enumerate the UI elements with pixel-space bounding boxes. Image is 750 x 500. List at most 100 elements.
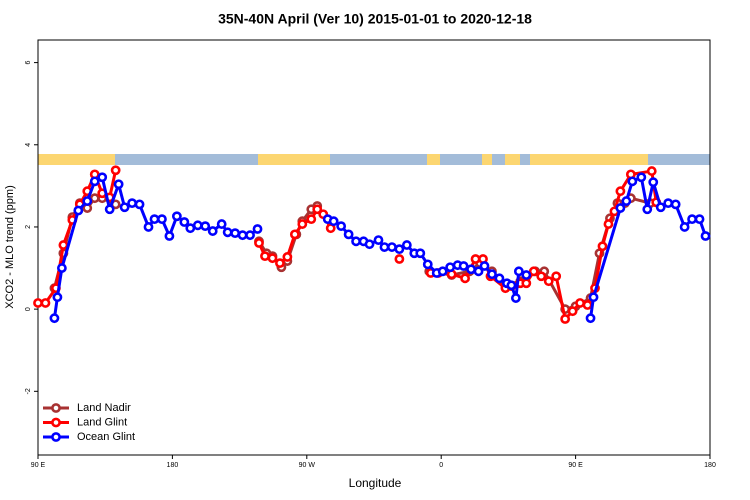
point: [670, 199, 681, 210]
point: [694, 214, 705, 225]
point: [58, 240, 69, 250]
point: [306, 214, 317, 225]
point: [56, 263, 67, 273]
legend-marker: [51, 417, 61, 428]
point: [52, 292, 63, 303]
point: [445, 262, 456, 273]
point: [551, 271, 562, 282]
point: [336, 221, 347, 232]
point: [143, 222, 154, 232]
point: [521, 270, 532, 280]
point: [373, 235, 384, 246]
y-tick-label: 2: [25, 225, 32, 229]
surface-strip: [38, 154, 710, 165]
point: [222, 227, 233, 238]
point: [171, 211, 182, 222]
point: [422, 259, 433, 270]
point: [663, 198, 674, 209]
point: [297, 219, 308, 229]
x-tick-label: 0: [439, 462, 443, 469]
point: [89, 193, 100, 204]
point: [149, 214, 160, 225]
point: [192, 220, 203, 231]
point: [164, 231, 175, 241]
point: [200, 221, 211, 232]
point: [513, 266, 524, 277]
series-line: [38, 169, 658, 321]
y-tick-label: 6: [25, 61, 32, 65]
point: [437, 266, 448, 277]
point: [351, 236, 361, 247]
x-tick-label: 90 W: [299, 462, 316, 469]
point: [275, 258, 285, 269]
point: [521, 278, 532, 289]
point: [185, 223, 196, 234]
legend-label: Land Nadir: [77, 402, 131, 414]
point: [343, 229, 354, 240]
point: [282, 252, 293, 262]
point: [49, 313, 60, 324]
point: [97, 172, 108, 183]
point: [245, 230, 255, 241]
point: [603, 219, 614, 229]
point: [252, 224, 263, 234]
point: [687, 214, 697, 225]
point: [328, 216, 339, 227]
point: [560, 314, 571, 324]
legend-label: Ocean Glint: [77, 431, 135, 443]
y-tick-label: 4: [25, 143, 32, 147]
point: [473, 266, 484, 277]
point: [113, 179, 124, 190]
point: [104, 204, 115, 215]
point: [588, 292, 599, 303]
point: [364, 239, 375, 250]
point: [642, 204, 653, 215]
point: [127, 198, 137, 209]
point: [401, 240, 412, 250]
point: [510, 293, 521, 303]
plot-frame: [37, 39, 711, 456]
point: [575, 298, 585, 308]
point: [216, 219, 227, 229]
point: [415, 248, 426, 259]
x-tick-label: 180: [704, 462, 716, 469]
point: [458, 261, 469, 271]
point: [466, 264, 476, 275]
y-tick-label: 0: [25, 307, 32, 311]
point: [528, 266, 539, 277]
point: [230, 228, 241, 239]
point: [585, 313, 596, 324]
point: [636, 172, 647, 183]
point: [615, 186, 626, 197]
point: [494, 273, 505, 284]
x-tick-label: 180: [167, 462, 179, 469]
point: [312, 204, 323, 215]
x-axis-label: Longitude: [349, 476, 402, 490]
legend-label: Land Glint: [77, 416, 127, 428]
point: [394, 254, 405, 264]
point: [536, 271, 547, 282]
point: [597, 241, 608, 252]
point: [179, 217, 190, 227]
point: [207, 226, 218, 236]
point: [119, 202, 130, 213]
point: [479, 261, 490, 271]
point: [582, 300, 593, 310]
point: [237, 230, 248, 241]
point: [254, 238, 264, 248]
legend-marker: [51, 403, 61, 413]
point: [679, 222, 690, 232]
point: [700, 231, 711, 241]
point: [655, 202, 666, 213]
point: [289, 229, 300, 240]
point: [394, 244, 405, 255]
point: [567, 306, 578, 317]
x-tick-label: 90 E: [31, 462, 46, 469]
legend-marker: [51, 432, 61, 442]
point: [73, 205, 84, 216]
point: [110, 165, 121, 176]
chart-title: 35N-40N April (Ver 10) 2015-01-01 to 202…: [218, 11, 532, 27]
point: [379, 242, 390, 252]
point: [615, 203, 626, 213]
